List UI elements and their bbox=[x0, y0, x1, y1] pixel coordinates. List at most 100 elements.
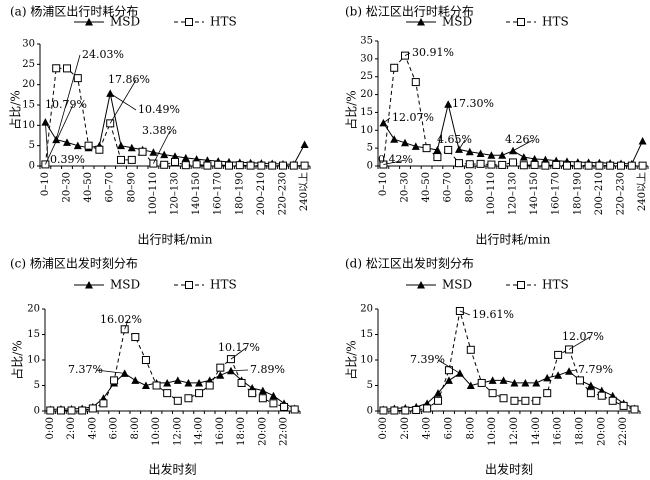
data-label: 4.65% bbox=[437, 133, 472, 146]
data-label: 0.42% bbox=[378, 153, 413, 166]
data-point-hts bbox=[380, 407, 387, 414]
data-point-msd bbox=[117, 142, 125, 150]
data-point-hts bbox=[139, 148, 146, 155]
x-tick-label: 120–130 bbox=[508, 172, 519, 215]
data-label: 3.38% bbox=[142, 124, 177, 137]
data-point-hts bbox=[79, 407, 86, 414]
data-point-msd bbox=[587, 382, 595, 390]
data-point-hts bbox=[238, 379, 245, 386]
data-point-msd bbox=[301, 140, 309, 148]
data-label: 0.39% bbox=[50, 153, 85, 166]
data-point-hts bbox=[424, 405, 431, 412]
x-tick-label: 18:00 bbox=[236, 417, 247, 446]
x-tick-label: 60–70 bbox=[443, 172, 454, 202]
data-point-hts bbox=[520, 162, 527, 169]
data-label: 17.86% bbox=[108, 73, 150, 86]
data-label: 24.03% bbox=[82, 48, 124, 61]
y-tick-label: 0 bbox=[34, 406, 40, 417]
y-tick-label: 10 bbox=[360, 355, 373, 366]
x-tick-label: 6:00 bbox=[443, 417, 454, 439]
x-tick-label: 2:00 bbox=[400, 417, 411, 439]
y-tick-label: 20 bbox=[22, 79, 35, 90]
x-tick-label: 100–110 bbox=[486, 172, 497, 215]
data-label: 16.02% bbox=[100, 313, 142, 326]
legend-marker-hts bbox=[518, 19, 525, 26]
data-label: 10.17% bbox=[218, 341, 260, 354]
x-tick-label: 0:00 bbox=[378, 417, 389, 439]
data-point-hts bbox=[598, 392, 605, 399]
data-point-hts bbox=[391, 407, 398, 414]
legend-label-hts: HTS bbox=[210, 15, 237, 29]
data-label: 10.79% bbox=[45, 98, 87, 111]
data-point-hts bbox=[301, 162, 308, 169]
x-axis-label: 出发时刻 bbox=[485, 462, 533, 477]
data-point-msd bbox=[401, 139, 409, 147]
x-tick-label: 120–130 bbox=[170, 172, 181, 215]
x-tick-label: 160–170 bbox=[213, 172, 224, 215]
x-tick-label: 4:00 bbox=[422, 417, 433, 439]
data-point-hts bbox=[423, 145, 430, 152]
series-line-msd bbox=[384, 371, 635, 409]
x-tick-label: 40–50 bbox=[83, 172, 94, 202]
data-point-hts bbox=[576, 377, 583, 384]
y-tick-label: 10 bbox=[27, 355, 40, 366]
x-tick-label: 20–30 bbox=[62, 172, 73, 202]
x-tick-label: 180–190 bbox=[234, 172, 245, 215]
y-tick-label: 0 bbox=[29, 161, 35, 172]
data-point-hts bbox=[489, 390, 496, 397]
data-point-hts bbox=[185, 395, 192, 402]
legend-label-msd: MSD bbox=[442, 15, 472, 29]
y-tick-label: 0 bbox=[367, 406, 373, 417]
x-tick-label: 20–30 bbox=[400, 172, 411, 202]
x-tick-label: 20:00 bbox=[257, 417, 268, 446]
data-point-hts bbox=[511, 397, 518, 404]
data-point-hts bbox=[226, 162, 233, 169]
x-tick-label: 0:00 bbox=[45, 417, 56, 439]
data-point-hts bbox=[89, 405, 96, 412]
x-tick-label: 60–70 bbox=[105, 172, 116, 202]
x-axis-label: 出行时耗/min bbox=[138, 233, 213, 247]
data-point-hts bbox=[182, 162, 189, 169]
data-point-hts bbox=[413, 406, 420, 413]
data-point-hts bbox=[247, 162, 254, 169]
legend-marker-hts bbox=[518, 282, 525, 289]
data-point-hts bbox=[85, 142, 92, 149]
chart-title: (d) 松江区出发时刻分布 bbox=[345, 256, 474, 271]
data-point-hts bbox=[217, 364, 224, 371]
data-point-hts bbox=[609, 397, 616, 404]
data-point-hts bbox=[564, 162, 571, 169]
y-axis-label: 占比/% bbox=[10, 340, 25, 379]
x-tick-label: 12:00 bbox=[172, 417, 183, 446]
y-axis-label: 占比/% bbox=[344, 340, 359, 379]
x-tick-label: 0–10 bbox=[378, 172, 389, 196]
legend-marker-hts bbox=[186, 19, 193, 26]
x-tick-label: 18:00 bbox=[574, 417, 585, 446]
data-point-msd bbox=[520, 153, 528, 161]
data-point-hts bbox=[196, 390, 203, 397]
y-tick-label: 5 bbox=[34, 380, 40, 391]
y-tick-label: 10 bbox=[22, 120, 35, 131]
x-tick-label: 10:00 bbox=[487, 417, 498, 446]
data-point-hts bbox=[510, 159, 517, 166]
data-point-hts bbox=[215, 161, 222, 168]
y-axis-label: 占比/% bbox=[8, 90, 23, 129]
data-point-hts bbox=[607, 162, 614, 169]
data-point-hts bbox=[639, 162, 646, 169]
data-point-hts bbox=[236, 162, 243, 169]
data-point-hts bbox=[269, 162, 276, 169]
data-label: 30.91% bbox=[412, 46, 454, 59]
data-point-hts bbox=[128, 156, 135, 163]
x-tick-label: 16:00 bbox=[553, 417, 564, 446]
x-axis-label: 出行时耗/min bbox=[476, 233, 551, 247]
legend-label-msd: MSD bbox=[442, 278, 472, 292]
y-tick-label: 30 bbox=[360, 53, 373, 64]
x-tick-label: 240以上 bbox=[636, 172, 648, 211]
data-point-hts bbox=[161, 161, 168, 168]
data-point-hts bbox=[620, 402, 627, 409]
data-point-hts bbox=[174, 397, 181, 404]
data-point-msd bbox=[74, 142, 82, 150]
data-label: 7.79% bbox=[578, 363, 613, 376]
annotation-leader bbox=[231, 370, 248, 371]
data-point-hts bbox=[531, 161, 538, 168]
